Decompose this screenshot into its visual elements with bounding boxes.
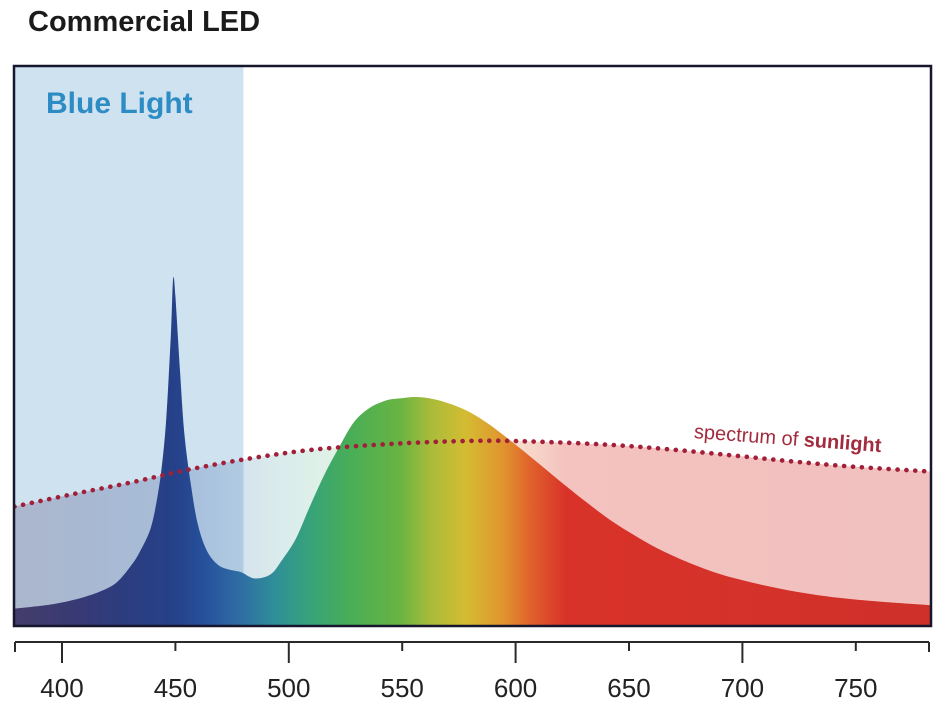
plot-area xyxy=(14,66,931,626)
sunlight-dotted-line xyxy=(14,438,931,509)
x-tick-label-700: 700 xyxy=(721,673,764,703)
led-spectrum-fill xyxy=(14,276,931,626)
x-axis: 400 450 500 550 600 650 700 750 xyxy=(14,641,930,703)
x-tick-label-750: 750 xyxy=(834,673,877,703)
x-tick-label-600: 600 xyxy=(494,673,537,703)
x-tick-label-650: 650 xyxy=(607,673,650,703)
x-tick-label-450: 450 xyxy=(154,673,197,703)
blue-light-label: Blue Light xyxy=(46,87,193,120)
x-tick-label-500: 500 xyxy=(267,673,310,703)
x-tick-label-550: 550 xyxy=(381,673,424,703)
page-title: Commercial LED xyxy=(28,6,261,38)
x-tick-label-400: 400 xyxy=(40,673,83,703)
plot-border xyxy=(12,64,933,628)
sunlight-label-bold: sunlight xyxy=(802,429,883,458)
